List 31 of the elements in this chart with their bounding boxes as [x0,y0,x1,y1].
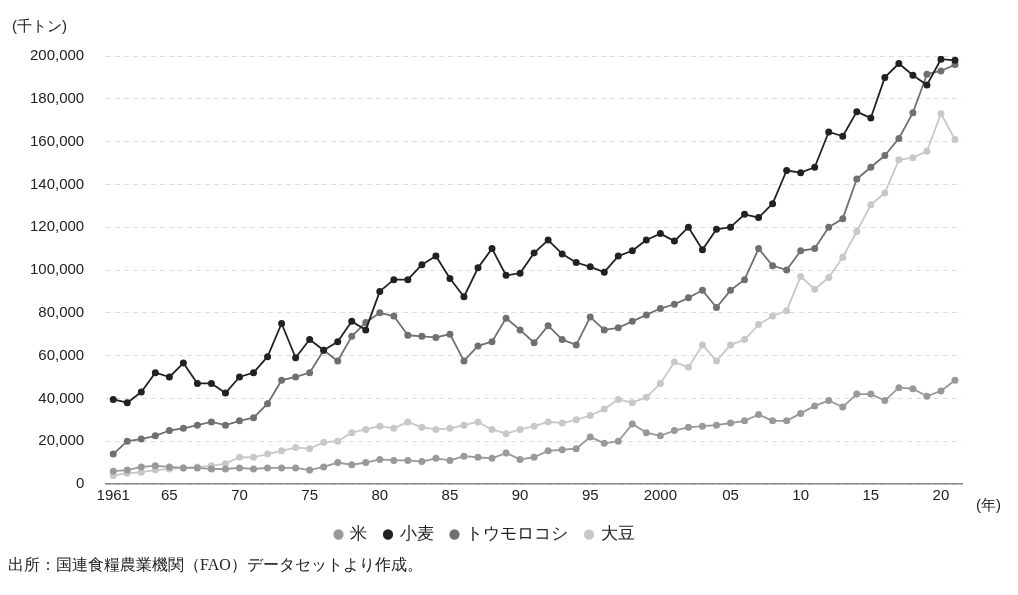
legend-label: トウモロコシ [466,524,568,544]
x-tick-label: 20 [932,486,950,504]
legend-label: 米 [350,524,367,544]
x-axis-title: (年) [976,496,1001,514]
x-tick-label: 1961 [96,486,130,504]
y-tick-label: 80,000 [38,302,85,320]
x-tick-label: 05 [722,486,739,504]
x-tick-label: 10 [792,486,810,504]
y-tick-label: 40,000 [38,388,85,406]
y-tick-label: 60,000 [38,345,85,363]
x-tick-label: 90 [511,486,529,504]
x-tick-label: 80 [371,486,389,504]
y-tick-label: 0 [75,474,85,492]
x-tick-label: 2000 [643,486,678,504]
x-tick-label: 15 [862,486,880,504]
x-tick-label: 85 [441,486,459,504]
legend-label: 大豆 [600,524,635,544]
x-tick-label: 65 [161,486,178,504]
x-tick-label: 95 [581,486,599,504]
y-tick-label: 160,000 [29,131,85,149]
text: 出所：国連食糧農業機関（FAO）データセットより作成。 [8,555,424,575]
legend-label: 小麦 [399,524,434,544]
y-tick-label: 140,000 [29,174,85,192]
y-tick-label: 120,000 [29,217,85,235]
y-tick-label: 100,000 [29,260,85,278]
x-tick-label: 75 [301,486,318,504]
y-axis-title: (千トン) [12,16,67,34]
y-tick-label: 200,000 [29,46,85,64]
y-tick-label: 20,000 [38,431,85,449]
x-tick-label: 70 [231,486,248,504]
y-tick-label: 180,000 [29,88,85,106]
